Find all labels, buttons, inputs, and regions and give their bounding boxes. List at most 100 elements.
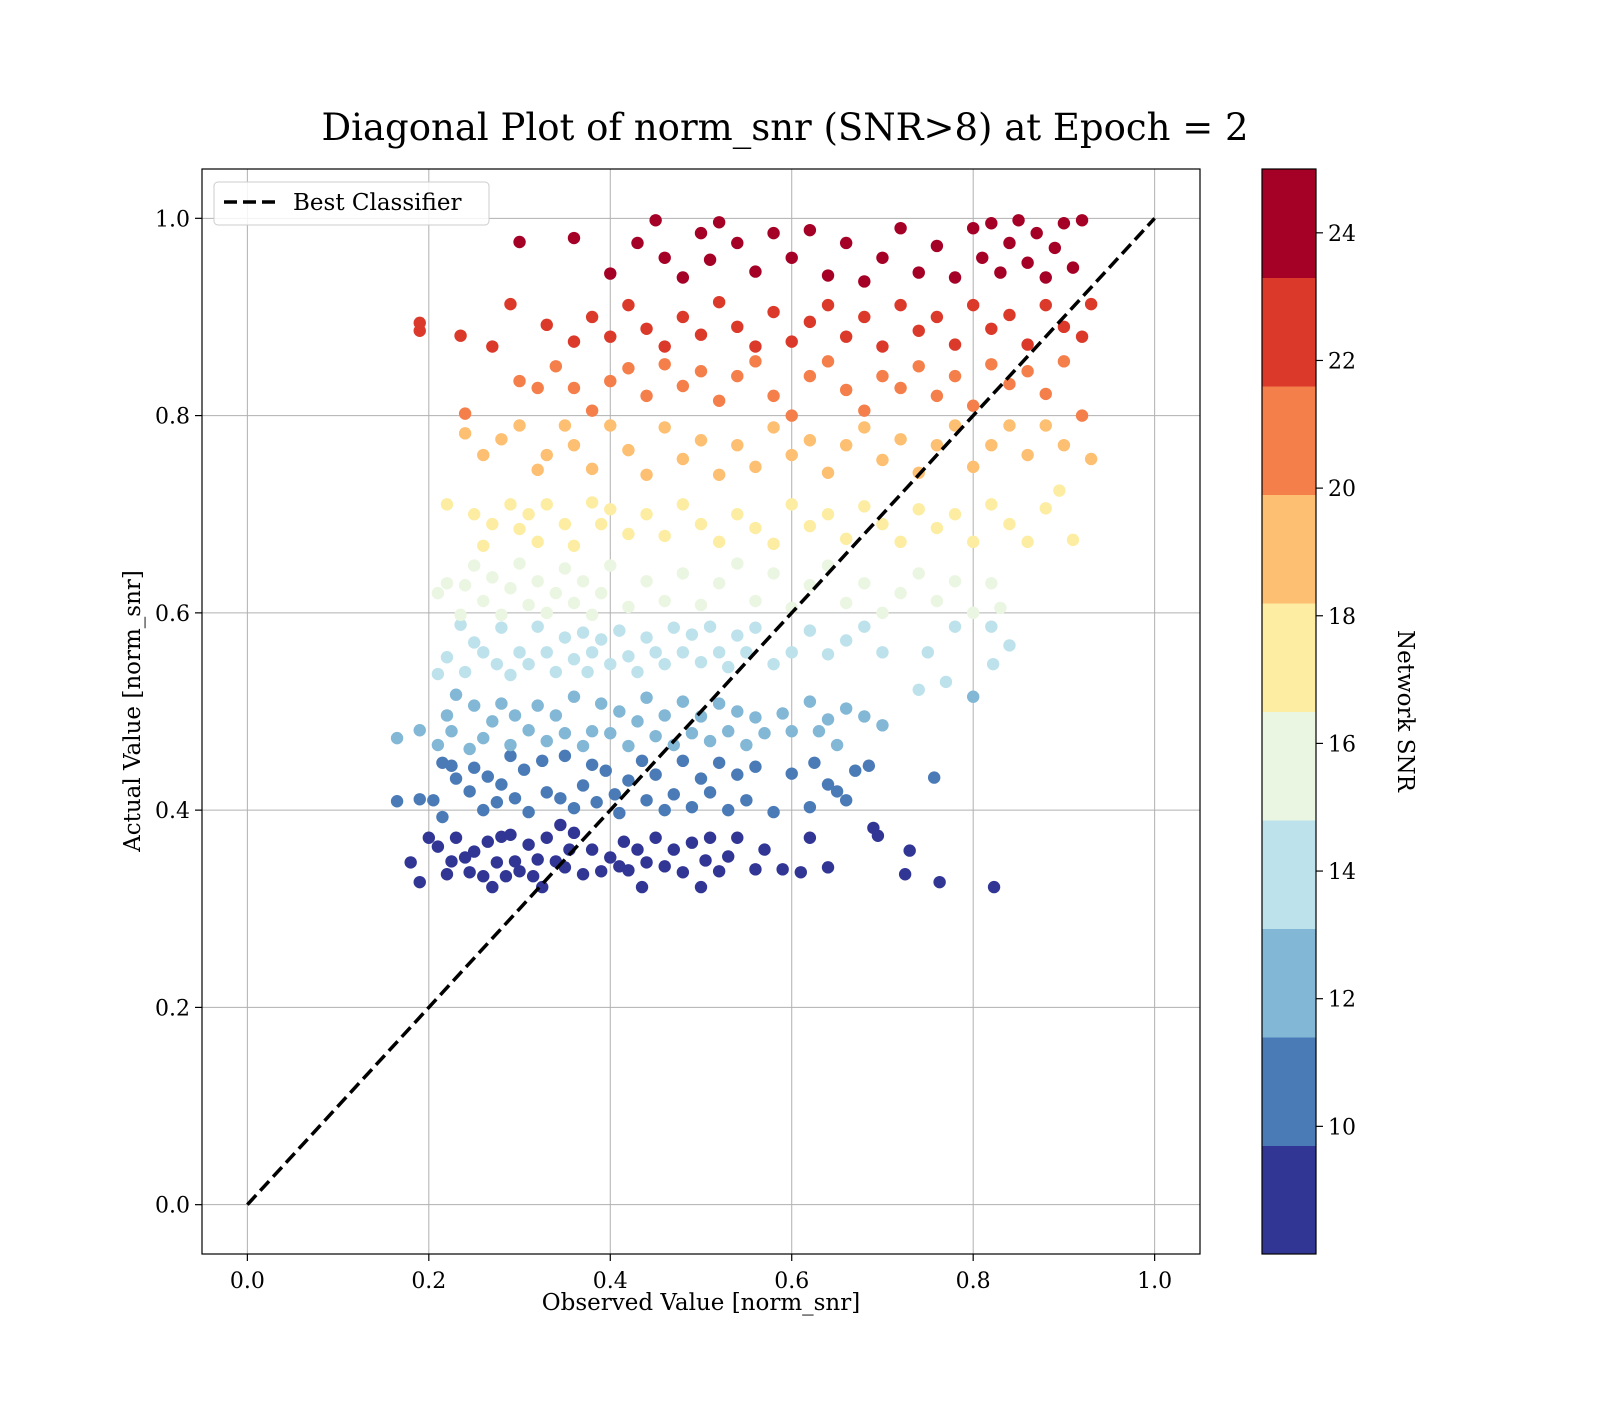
colorbar-tick-label: 10 — [1328, 1115, 1356, 1140]
data-point — [694, 517, 708, 531]
colorbar-ticks: 10 12 14 16 18 20 22 24 — [1316, 222, 1356, 1140]
data-point — [390, 731, 404, 745]
data-point — [640, 468, 653, 481]
data-point — [985, 620, 998, 633]
data-point — [427, 794, 440, 807]
data-point — [808, 756, 821, 769]
data-point — [694, 598, 708, 612]
data-point — [712, 216, 726, 229]
data-point — [522, 805, 535, 819]
data-point — [803, 519, 817, 533]
data-point — [685, 836, 699, 849]
data-point — [767, 226, 780, 240]
data-point — [858, 310, 871, 324]
data-point — [486, 571, 499, 584]
reference-line-layer — [246, 217, 1156, 1206]
data-point — [608, 788, 622, 801]
data-point — [558, 562, 572, 575]
colorbar — [1262, 169, 1316, 1255]
data-point — [821, 298, 835, 312]
data-point — [794, 866, 807, 879]
data-point — [390, 795, 404, 808]
data-point — [604, 657, 617, 671]
data-point — [731, 557, 744, 570]
data-point — [522, 598, 535, 612]
data-point — [749, 265, 762, 278]
data-point — [504, 297, 517, 311]
data-point — [803, 369, 817, 383]
data-point — [531, 463, 544, 477]
data-point — [966, 399, 980, 412]
data-point — [458, 407, 472, 420]
data-point — [567, 438, 581, 452]
data-point — [667, 621, 680, 634]
data-point — [803, 624, 817, 637]
data-point — [676, 646, 690, 659]
data-point — [531, 535, 544, 549]
data-point — [454, 618, 467, 631]
data-point — [658, 860, 671, 873]
colorbar-band — [1262, 711, 1316, 821]
data-point — [1021, 256, 1034, 269]
data-point — [604, 419, 617, 432]
data-point — [540, 448, 553, 462]
data-point — [858, 275, 871, 288]
data-point — [540, 646, 553, 659]
data-point — [821, 269, 835, 282]
x-tick-label: 0.6 — [774, 1269, 809, 1294]
x-axis-label: Observed Value [norm_snr] — [542, 1290, 860, 1316]
data-point — [513, 235, 526, 249]
x-tick-label: 1.0 — [1137, 1269, 1172, 1294]
data-point — [749, 355, 762, 368]
data-point — [1012, 214, 1025, 227]
data-point — [948, 575, 962, 588]
data-point — [458, 851, 472, 864]
data-point — [749, 521, 762, 535]
data-point — [712, 394, 726, 407]
colorbar-tick-label: 14 — [1328, 860, 1356, 885]
colorbar-band — [1262, 820, 1316, 929]
data-point — [540, 831, 553, 844]
data-point — [966, 298, 980, 312]
data-point — [894, 298, 907, 312]
data-point — [731, 705, 744, 718]
data-point — [458, 665, 472, 679]
data-point — [994, 601, 1007, 615]
data-point — [649, 214, 662, 227]
data-point — [1057, 217, 1071, 230]
data-point — [930, 594, 944, 608]
data-point — [749, 711, 762, 724]
data-point — [676, 567, 690, 580]
data-point — [631, 236, 644, 250]
data-point — [676, 452, 690, 466]
data-point — [703, 253, 717, 266]
data-point — [898, 868, 912, 881]
data-point — [504, 828, 517, 841]
data-point — [839, 794, 853, 807]
data-point — [640, 322, 653, 335]
data-point — [966, 221, 980, 235]
best-classifier-line — [246, 217, 1156, 1206]
data-point — [599, 764, 612, 777]
data-point — [1057, 438, 1071, 452]
data-point — [839, 236, 853, 250]
data-point — [903, 844, 916, 857]
data-point — [966, 535, 980, 549]
data-point — [522, 657, 535, 671]
data-point — [540, 734, 553, 748]
data-point — [463, 785, 476, 798]
data-point — [994, 266, 1007, 279]
data-point — [676, 271, 690, 284]
data-point — [1066, 261, 1080, 274]
data-point — [558, 419, 572, 432]
data-point — [767, 805, 780, 819]
data-point — [486, 715, 499, 728]
data-point — [540, 786, 553, 799]
data-point — [567, 801, 581, 815]
colorbar-tick-label: 20 — [1328, 477, 1356, 502]
data-point — [930, 389, 944, 403]
data-point — [731, 369, 744, 383]
data-point — [585, 843, 599, 856]
data-point — [1003, 308, 1016, 322]
